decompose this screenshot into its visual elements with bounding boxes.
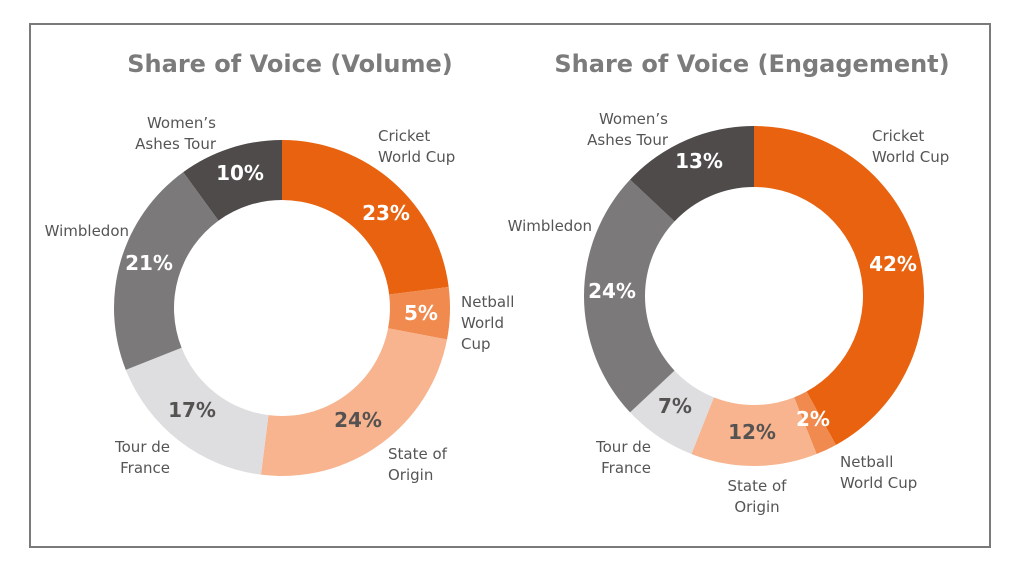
category-label: Wimbledon: [508, 217, 592, 235]
value-label: 5%: [404, 301, 438, 325]
value-label: 21%: [125, 251, 173, 275]
donut-segment-state-of-origin: [691, 397, 817, 466]
category-label: Cricket World Cup: [872, 127, 949, 166]
category-label: Tour de France: [114, 438, 170, 477]
value-label: 23%: [362, 201, 410, 225]
chart-title: Share of Voice (Engagement): [554, 50, 949, 78]
chart-title: Share of Voice (Volume): [127, 50, 452, 78]
donut-segment-wimbledon: [583, 179, 675, 413]
engagement-donut-chart: Share of Voice (Engagement) 42% 2% 12% 7% 24…: [508, 50, 950, 516]
donut-segment-netball-world-cup: [794, 391, 836, 455]
value-label: 17%: [168, 398, 216, 422]
donut-segment-cricket-world-cup: [282, 140, 449, 295]
donut-segment-tour-de-france: [630, 370, 714, 455]
category-label: Women’s Ashes Tour: [135, 114, 217, 153]
value-label: 12%: [728, 420, 776, 444]
value-label: 7%: [658, 394, 692, 418]
value-label: 10%: [216, 161, 264, 185]
category-label: Wimbledon: [45, 222, 129, 240]
value-label: 24%: [334, 408, 382, 432]
donut-segment-netball-world-cup: [388, 286, 450, 340]
volume-donut-chart: Share of Voice (Volume) 23% 5% 24% 17% 21% 10…: [45, 50, 515, 484]
donut-segment-women-s-ashes-tour: [630, 126, 754, 222]
category-label: Women’s Ashes Tour: [587, 110, 669, 149]
donut-segment-state-of-origin: [260, 328, 448, 476]
chart-frame: [29, 23, 991, 548]
category-label: Tour de France: [595, 438, 651, 477]
donut-segment-tour-de-france: [125, 347, 269, 475]
category-label: Netball World Cup: [461, 293, 514, 353]
value-label: 24%: [588, 279, 636, 303]
value-label: 2%: [796, 407, 830, 431]
donut-segment-women-s-ashes-tour: [183, 140, 282, 221]
donut-segment-cricket-world-cup: [754, 126, 925, 445]
category-label: Netball World Cup: [840, 453, 917, 492]
category-label: State of Origin: [728, 477, 788, 516]
category-label: Cricket World Cup: [378, 127, 455, 166]
category-label: State of Origin: [388, 445, 448, 484]
value-label: 13%: [675, 149, 723, 173]
donut-segment-wimbledon: [114, 172, 219, 370]
value-label: 42%: [869, 252, 917, 276]
